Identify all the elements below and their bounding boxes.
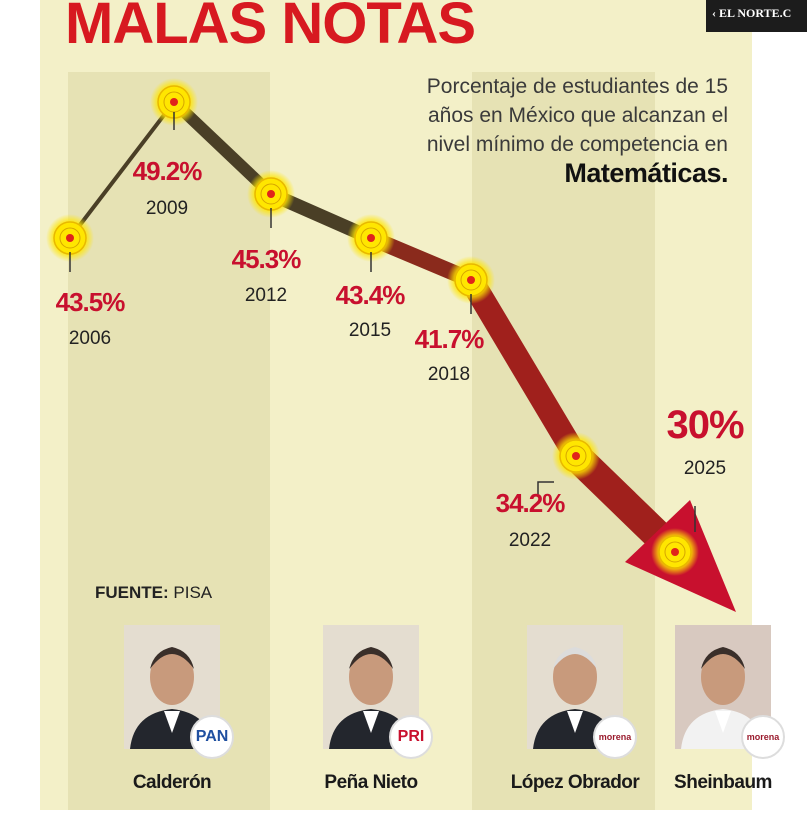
year-label: 2025 [684,458,726,479]
source-value: PISA [173,583,213,602]
marker-inner-ring [460,269,482,291]
value-label: 34.2% [496,488,566,518]
source-label: FUENTE: [95,583,169,602]
value-label: 43.5% [56,287,126,317]
president-name: Peña Nieto [324,772,418,793]
data-point-2006 [46,214,94,262]
chart-subtitle: Porcentaje de estudiantes de 15 años en … [408,72,729,188]
marker-inner-ring [565,445,587,467]
source-note: FUENTE: PISA [95,583,212,603]
data-point-2018 [447,256,495,304]
value-label: 41.7% [415,324,485,354]
trend-segment [459,268,588,468]
president-name: Sheinbaum [674,772,772,793]
data-point-2022 [552,432,600,480]
marker-tick [537,481,554,496]
brand-tag[interactable]: ‹ EL NORTE.C [706,0,807,32]
year-label: 2018 [428,364,470,385]
marker-center [170,98,178,106]
party-logo-morena: morena [741,715,785,759]
marker-center [367,234,375,242]
president-photo [124,625,220,749]
marker-inner-ring [360,227,382,249]
president-name: Calderón [132,772,212,793]
marker-center [572,452,580,460]
value-label: 49.2% [133,156,203,186]
data-point-2025 [651,528,699,576]
marker-center [671,548,679,556]
value-label: 43.4% [336,280,406,310]
president-photo [527,625,623,749]
marker-inner-ring [260,183,282,205]
party-logo-morena: morena [593,715,637,759]
party-logo-pri: PRI [389,715,433,759]
subtitle-subject: Matemáticas. [564,158,728,188]
trend-segment [68,100,176,240]
year-label: 2012 [245,285,287,306]
marker-inner-ring [664,541,686,563]
value-label: 30% [666,403,743,447]
marker-center [66,234,74,242]
year-label: 2022 [509,530,551,551]
data-point-2015 [347,214,395,262]
year-label: 2006 [69,328,111,349]
page-title: MALAS NOTAS [65,0,476,56]
party-logo-pan: PAN [190,715,234,759]
president-name: López Obrador [510,772,640,793]
value-label: 45.3% [232,244,302,274]
marker-center [267,190,275,198]
marker-center [467,276,475,284]
year-label: 2015 [349,320,391,341]
marker-inner-ring [59,227,81,249]
data-point-2012 [247,170,295,218]
subtitle-text: Porcentaje de estudiantes de 15 años en … [426,75,728,156]
year-label: 2009 [146,198,188,219]
